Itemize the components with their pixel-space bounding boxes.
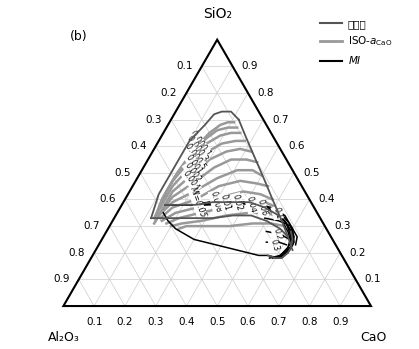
- Text: 0.4: 0.4: [178, 317, 195, 327]
- Text: 0.002: 0.002: [183, 161, 202, 184]
- Text: 0.02: 0.02: [230, 193, 244, 211]
- Text: 0.8: 0.8: [257, 88, 274, 98]
- Text: 0.001: 0.001: [184, 153, 204, 176]
- Text: 0.1: 0.1: [271, 206, 283, 220]
- Text: 0.9: 0.9: [242, 61, 258, 71]
- Text: 0.7: 0.7: [272, 114, 289, 125]
- Text: (b): (b): [70, 30, 87, 44]
- Text: 0.008: 0.008: [209, 191, 223, 214]
- Text: SiO₂: SiO₂: [203, 7, 232, 21]
- Text: 0.04: 0.04: [244, 195, 258, 214]
- Text: 0.8: 0.8: [301, 317, 318, 327]
- Text: 0.06: 0.06: [255, 198, 268, 217]
- Text: 0.1: 0.1: [176, 61, 193, 71]
- Text: MI=0.05: MI=0.05: [187, 185, 207, 219]
- Text: 0.8: 0.8: [68, 248, 85, 258]
- Text: 0.01: 0.01: [218, 193, 231, 211]
- Text: 0.6: 0.6: [99, 194, 116, 205]
- Text: 0.7: 0.7: [270, 317, 287, 327]
- Text: 0.4: 0.4: [130, 141, 147, 151]
- Text: 0.5: 0.5: [209, 317, 225, 327]
- Text: 0.9: 0.9: [332, 317, 349, 327]
- Text: 0.2: 0.2: [161, 88, 177, 98]
- Text: 0.3: 0.3: [268, 238, 280, 252]
- Text: 0.000 1: 0.000 1: [188, 129, 212, 158]
- Text: 0.5: 0.5: [303, 168, 320, 178]
- Text: 0.2: 0.2: [271, 227, 283, 241]
- Text: 0.000 5: 0.000 5: [184, 142, 208, 171]
- Text: 0.7: 0.7: [84, 221, 100, 231]
- Text: 0.6: 0.6: [288, 141, 305, 151]
- Text: 0.3: 0.3: [147, 317, 164, 327]
- Text: 0.5: 0.5: [114, 168, 131, 178]
- Text: 0.2: 0.2: [349, 248, 366, 258]
- Text: CaO: CaO: [360, 331, 386, 344]
- Text: Al₂O₃: Al₂O₃: [48, 331, 80, 344]
- Text: 0.000 3: 0.000 3: [185, 134, 209, 163]
- Text: 0.9: 0.9: [53, 274, 70, 284]
- Text: 0.1: 0.1: [365, 274, 381, 284]
- Text: 0.3: 0.3: [334, 221, 351, 231]
- Text: 0.2: 0.2: [116, 317, 133, 327]
- Text: 0.004: 0.004: [181, 169, 201, 192]
- Legend: 液相线, ISO-$a_{\rm CaO}$, $MI$: 液相线, ISO-$a_{\rm CaO}$, $MI$: [316, 15, 396, 70]
- Text: 0.3: 0.3: [145, 114, 162, 125]
- Text: 0.1: 0.1: [86, 317, 102, 327]
- Text: 0.4: 0.4: [319, 194, 335, 205]
- Text: 0.6: 0.6: [240, 317, 256, 327]
